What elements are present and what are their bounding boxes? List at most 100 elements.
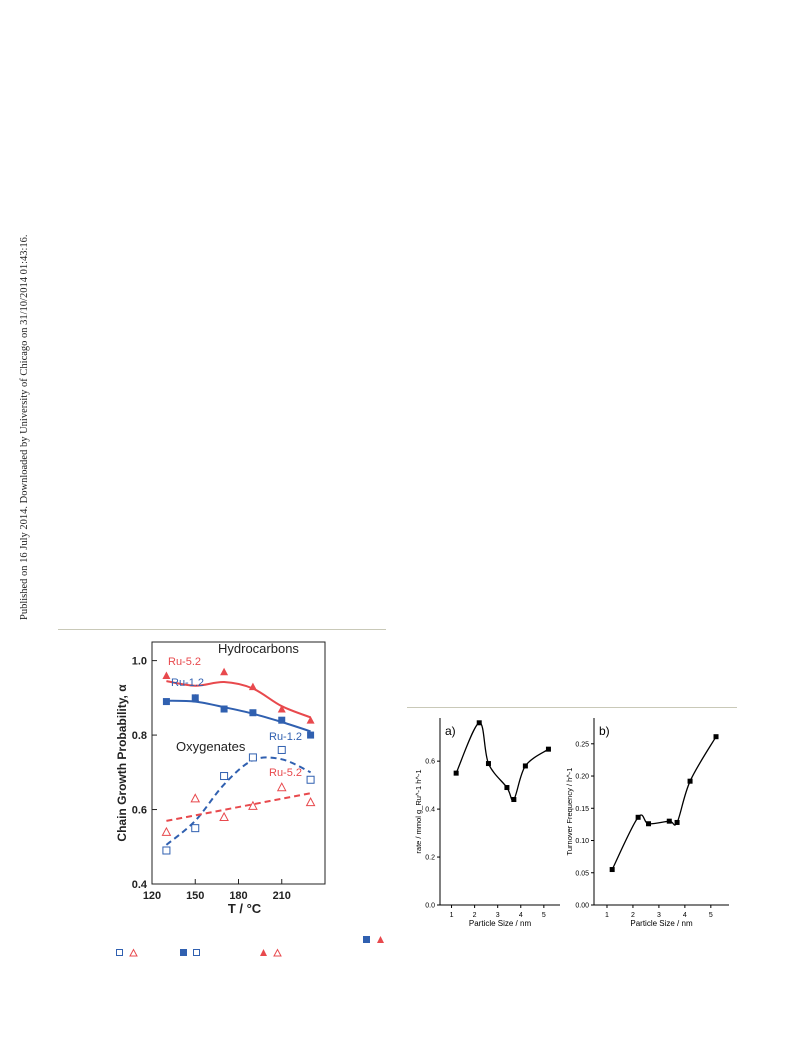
data-point <box>162 846 171 855</box>
x-tick-label: 3 <box>496 912 500 919</box>
x-tick-label: 120 <box>143 890 161 902</box>
data-point <box>504 785 510 791</box>
data-point <box>191 694 199 702</box>
series-line <box>166 699 311 733</box>
data-point <box>277 705 286 713</box>
x-axis-label: Particle Size / nm <box>630 919 693 928</box>
y-tick-label: 0.20 <box>575 774 589 781</box>
series-hydrocarbons-ru-1-2 <box>162 694 315 739</box>
annotation-ru12-oxygenates: Ru-1.2 <box>269 731 302 743</box>
annotation-ru52-hydrocarbons: Ru-5.2 <box>168 656 201 668</box>
x-tick-label: 3 <box>657 912 661 919</box>
data-point <box>307 731 315 739</box>
x-tick-label: 5 <box>542 912 546 919</box>
series-line <box>165 756 312 846</box>
data-point <box>305 797 316 807</box>
panel-label: b) <box>599 724 610 738</box>
figure-rule-left <box>58 629 386 630</box>
data-point <box>635 814 641 820</box>
fit-curve <box>611 736 717 870</box>
data-point <box>687 778 693 784</box>
y-tick-label: 0.00 <box>575 903 589 910</box>
data-point <box>219 811 229 821</box>
data-point <box>278 716 286 724</box>
x-tick-label: 5 <box>709 912 713 919</box>
series-line <box>166 792 311 822</box>
x-axis-label: Particle Size / nm <box>469 919 532 928</box>
data-point <box>191 824 200 833</box>
y-axis-label: Turnover Frequency / h^-1 <box>565 768 574 856</box>
x-tick-label: 2 <box>473 912 477 919</box>
y-tick-label: 0.05 <box>575 870 589 877</box>
y-tick-label: 0.0 <box>425 903 435 910</box>
annotation-ru12-hydrocarbons: Ru-1.2 <box>171 677 204 689</box>
tof-vs-size-chart: 1 2 3 4 5 0.00 0.05 0.10 0.15 0.20 0.25 Particle Si… <box>565 718 729 928</box>
data-point <box>453 770 459 776</box>
data-point <box>162 671 171 680</box>
data-point <box>666 818 672 824</box>
annotation-hydrocarbons: Hydrocarbons <box>218 641 299 656</box>
y-tick-label: 0.4 <box>132 879 148 891</box>
data-point <box>190 793 201 803</box>
annotation-ru52-oxygenates: Ru-5.2 <box>269 767 302 779</box>
open-square-icon <box>116 949 123 956</box>
data-point <box>220 705 228 713</box>
figure-rule-right <box>407 707 737 708</box>
x-tick-label: 2 <box>631 912 635 919</box>
y-tick-label: 0.6 <box>425 759 435 766</box>
data-point <box>248 753 257 762</box>
data-point <box>220 667 229 676</box>
data-point <box>248 800 258 810</box>
open-triangle-icon <box>129 948 138 957</box>
data-point <box>511 797 517 803</box>
y-axis-label: rate / mmol g_Ru^-1 h^-1 <box>414 769 423 853</box>
y-tick-label: 0.6 <box>132 805 147 817</box>
x-tick-label: 210 <box>273 890 291 902</box>
y-tick-label: 0.2 <box>425 855 435 862</box>
data-point <box>522 763 528 769</box>
data-point <box>248 682 257 691</box>
filled-triangle-icon <box>260 949 267 956</box>
y-tick-label: 0.10 <box>575 838 589 845</box>
data-point <box>306 716 315 724</box>
x-axis-label: T / °C <box>228 901 262 916</box>
x-tick-label: 4 <box>519 912 523 919</box>
open-square-icon <box>193 949 200 956</box>
fit-curve <box>455 722 549 801</box>
y-tick-label: 0.8 <box>132 730 147 742</box>
y-axis-label: Chain Growth Probability, α <box>115 684 129 842</box>
chain-growth-chart: 120 150 180 210 0.4 0.6 0.8 1.0 T / °C Chain Grow… <box>115 641 326 916</box>
data-point <box>276 782 287 792</box>
x-tick-label: 1 <box>605 912 609 919</box>
data-point <box>277 745 286 754</box>
filled-triangle-icon <box>377 936 384 943</box>
x-tick-label: 180 <box>229 890 247 902</box>
rate-vs-size-chart: 1 2 3 4 5 0.0 0.2 0.4 0.6 Particle Size / nm rate … <box>414 718 560 928</box>
data-point <box>249 709 257 717</box>
series-oxygenates-ru-1-2 <box>162 745 315 855</box>
y-tick-label: 0.25 <box>575 741 589 748</box>
legend-symbols-bottom <box>116 948 282 957</box>
x-tick-label: 150 <box>186 890 204 902</box>
y-tick-label: 1.0 <box>132 656 147 668</box>
y-tick-label: 0.15 <box>575 806 589 813</box>
filled-square-icon <box>363 936 370 943</box>
data-point <box>674 819 680 825</box>
data-point <box>161 826 172 836</box>
data-point <box>220 772 229 781</box>
y-tick-label: 0.4 <box>425 807 435 814</box>
open-triangle-icon <box>273 948 282 957</box>
legend-symbols-top <box>363 936 384 943</box>
data-point <box>476 720 482 726</box>
filled-square-icon <box>180 949 187 956</box>
x-tick-label: 1 <box>450 912 454 919</box>
annotation-oxygenates: Oxygenates <box>176 739 246 754</box>
download-notice: Published on 16 July 2014. Downloaded by… <box>3 220 30 640</box>
data-point <box>162 698 170 706</box>
data-point <box>485 761 491 767</box>
series-oxygenates-ru-5-2 <box>161 782 316 836</box>
data-point <box>609 867 615 873</box>
data-point <box>545 746 551 752</box>
data-point <box>646 821 652 827</box>
panel-label: a) <box>445 724 456 738</box>
